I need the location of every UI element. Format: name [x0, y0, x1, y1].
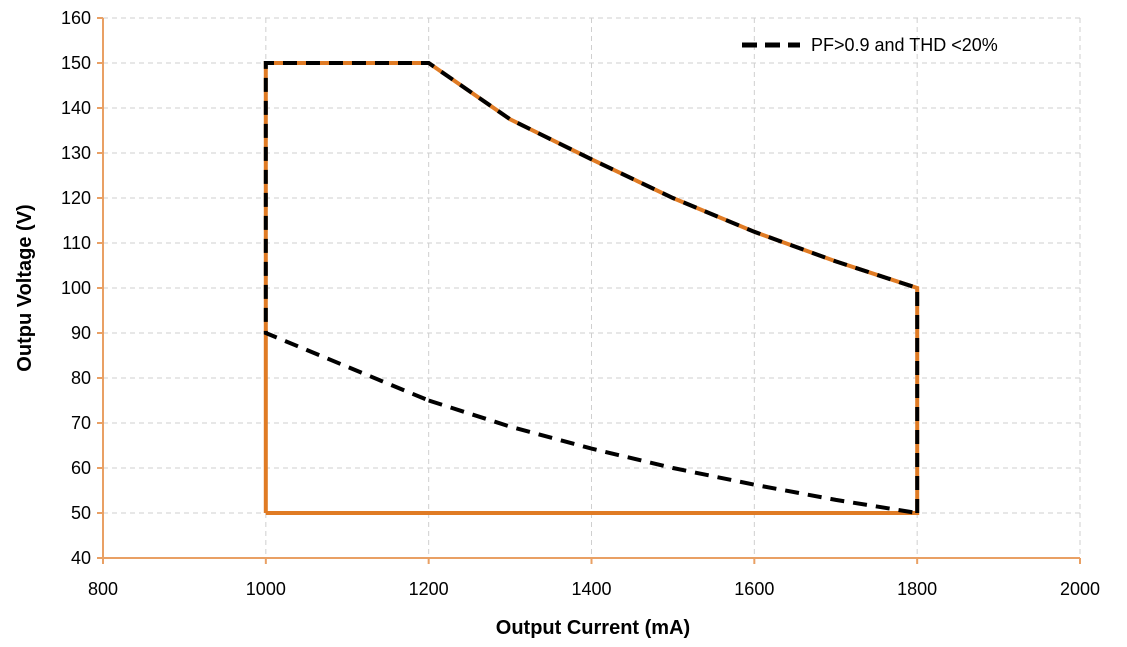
y-tick-label-150: 150: [61, 53, 91, 73]
x-axis-title: Output Current (mA): [496, 617, 690, 639]
y-tick-label-90: 90: [71, 323, 91, 343]
y-tick-label-100: 100: [61, 278, 91, 298]
y-tick-label-130: 130: [61, 143, 91, 163]
y-tick-label-80: 80: [71, 368, 91, 388]
x-tick-label-1800: 1800: [897, 579, 937, 599]
series-layer: [263, 61, 920, 515]
y-tick-label-140: 140: [61, 98, 91, 118]
y-tick-label-50: 50: [71, 503, 91, 523]
y-tick-label-70: 70: [71, 413, 91, 433]
tick-labels: 40 50 60 70 80 90 100 110 120 130 140 150 160 800 1000…: [61, 8, 1100, 599]
x-tick-label-800: 800: [88, 579, 118, 599]
y-tick-label-110: 110: [62, 233, 91, 253]
legend: PF>0.9 and THD <20%: [742, 35, 998, 55]
x-tick-label-1400: 1400: [571, 579, 611, 599]
y-tick-label-120: 120: [61, 188, 91, 208]
x-tick-label-1000: 1000: [246, 579, 286, 599]
y-tick-label-160: 160: [61, 8, 91, 28]
axes: [97, 17, 1081, 564]
x-tick-label-1600: 1600: [734, 579, 774, 599]
x-tick-label-1200: 1200: [409, 579, 449, 599]
y-tick-label-40: 40: [71, 548, 91, 568]
series-pf-thd-upper-line: [263, 61, 920, 513]
y-tick-label-60: 60: [71, 458, 91, 478]
legend-label: PF>0.9 and THD <20%: [811, 35, 998, 55]
y-axis-title: Outpu Voltage (V): [14, 204, 36, 371]
grid: [103, 17, 1081, 558]
x-tick-label-2000: 2000: [1060, 579, 1100, 599]
series-pf-thd-lower-line: [428, 398, 918, 515]
